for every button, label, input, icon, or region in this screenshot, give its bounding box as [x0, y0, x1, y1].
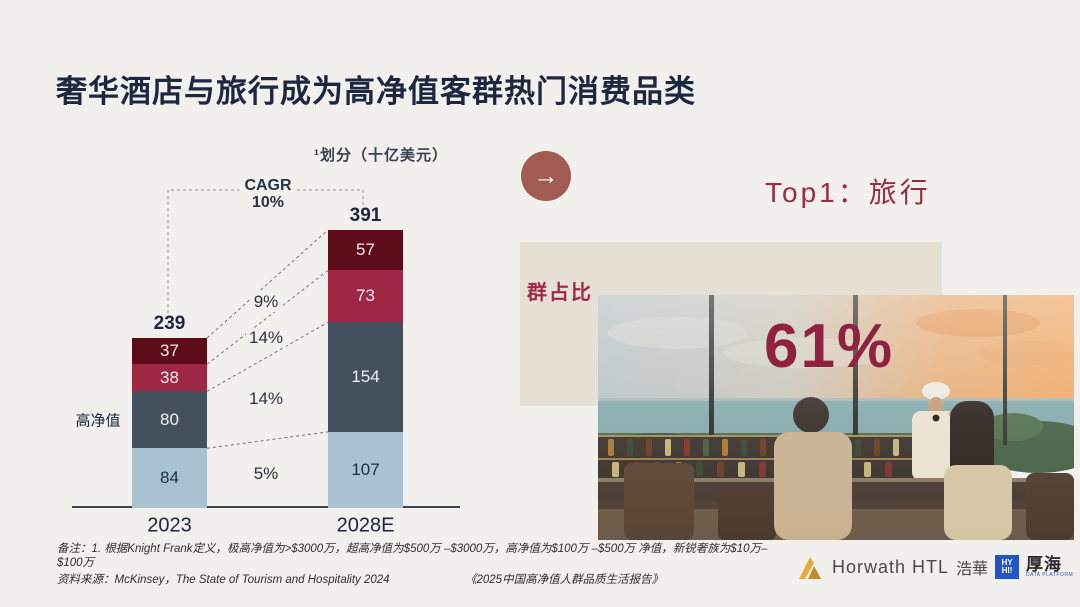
bar-segment-2028E-third: 154 — [328, 322, 403, 432]
bar-segment-2023-top: 37 — [132, 338, 207, 365]
bar-segment-2028E-top: 57 — [328, 229, 403, 271]
cagr-overall-value: 10% — [246, 194, 290, 212]
cagr-segment-label: 5% — [250, 464, 282, 485]
arrow-right-icon: → — [533, 161, 559, 190]
haze-overlay — [598, 295, 1074, 540]
travel-bar-photo: 61% — [598, 295, 1074, 540]
chart-unit-subtitle: ¹划分（十亿美元） — [314, 147, 448, 164]
x-axis-tick-label: 2023 — [147, 514, 192, 537]
bar-segment-2023-bottom: 84 — [132, 448, 207, 508]
cagr-segment-label: 14% — [245, 328, 287, 349]
bar-segment-2028E-second: 73 — [328, 270, 403, 323]
page-title: 奢华酒店与旅行成为高净值客群热门消费品类 — [56, 74, 696, 109]
logo-bar: Horwath HTL 浩華 HY HI! 厚海 DATA PLATFORM — [797, 549, 1073, 585]
bar-segment-2023-second: 38 — [132, 364, 207, 392]
houhai-logo: 厚海 DATA PLATFORM — [1026, 556, 1073, 578]
bar-segment-2028E-bottom: 107 — [328, 431, 403, 508]
bar-total-label: 391 — [349, 204, 382, 226]
x-axis-tick-label: 2028E — [336, 514, 395, 537]
houhai-cn-text: 厚海 — [1026, 555, 1063, 574]
bar-scene-illustration — [598, 295, 1074, 540]
top1-heading: Top1：旅行 — [765, 177, 931, 208]
footnote-line2: $100万 — [57, 557, 95, 569]
houhai-square-line2: HI! — [1001, 566, 1013, 575]
cagr-segment-label: 9% — [250, 291, 282, 312]
metric-value: 61% — [764, 312, 895, 381]
bar-segment-2023-third: 80 — [132, 391, 207, 449]
houhai-sub-text: DATA PLATFORM — [1026, 572, 1074, 578]
horwath-logo-text: Horwath HTL — [832, 556, 950, 577]
cagr-label: CAGR — [239, 177, 297, 195]
axis-side-label: 高净值 — [75, 412, 121, 430]
source-note: 资料来源：McKinsey，The State of Tourism and H… — [57, 574, 390, 586]
footnote-line1: 备注：1. 根据Knight Frank定义，极高净值为>$3000万，超高净值… — [57, 543, 768, 555]
houhai-square-line1: HY — [1001, 557, 1013, 567]
horwath-cn-text: 浩華 — [956, 561, 989, 578]
arrow-circle: → — [521, 151, 571, 201]
metric-label: 群占比 — [527, 282, 593, 304]
report-title: 《2025中国高净值人群品质生活报告》 — [465, 574, 664, 586]
horwath-mountain-icon — [799, 557, 821, 579]
cagr-segment-label: 14% — [245, 388, 287, 409]
houhai-square-icon: HY HI! — [995, 555, 1020, 579]
bar-total-label: 239 — [153, 313, 186, 334]
